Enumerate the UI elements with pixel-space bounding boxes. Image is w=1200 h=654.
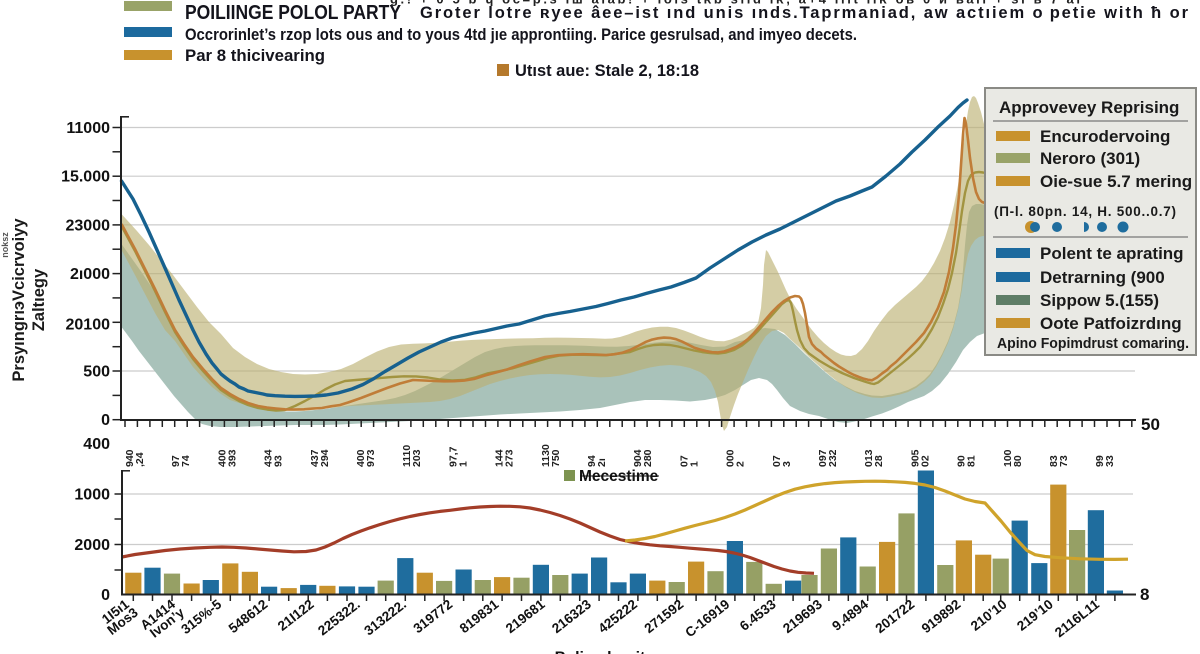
svg-text:210ʼ10: 210ʼ10 xyxy=(968,597,1010,634)
svg-text:1130: 1130 xyxy=(540,444,552,467)
svg-text:319772: 319772 xyxy=(411,597,456,637)
svg-text:97,7: 97,7 xyxy=(447,446,459,467)
svg-text:0: 0 xyxy=(101,587,110,604)
svg-text:219ʼ10: 219ʼ10 xyxy=(1014,597,1056,634)
svg-text:,24: ,24 xyxy=(134,452,146,467)
svg-text:02: 02 xyxy=(919,455,931,467)
svg-text:013: 013 xyxy=(863,449,875,467)
svg-text:Occrorinlet’s rzop lots ous an: Occrorinlet’s rzop lots ous and to yous … xyxy=(185,26,857,44)
svg-text:400: 400 xyxy=(355,449,367,467)
svg-text:940: 940 xyxy=(124,449,136,467)
svg-text:C‐16919: C‐16919 xyxy=(682,597,732,641)
svg-text:07: 07 xyxy=(678,455,690,467)
svg-text:81: 81 xyxy=(966,455,978,467)
svg-text:Oie‐sue 5.7 mering: Oie‐sue 5.7 mering xyxy=(1040,172,1192,191)
svg-text:15.000: 15.000 xyxy=(61,169,110,186)
svg-text:6.4533: 6.4533 xyxy=(737,596,779,634)
svg-text:Oote Patfoizrdıng: Oote Patfoizrdıng xyxy=(1040,314,1182,333)
svg-text:Encurodervoing: Encurodervoing xyxy=(1040,127,1170,146)
svg-text:294: 294 xyxy=(319,449,331,467)
svg-text:99: 99 xyxy=(1094,455,1106,467)
svg-text:Utıst aue: Stale 2, 18:18: Utıst aue: Stale 2, 18:18 xyxy=(515,62,699,80)
svg-text:425222: 425222 xyxy=(595,597,640,637)
svg-text:Apino Fopimdrust comaring.: Apino Fopimdrust comaring. xyxy=(997,336,1189,352)
svg-text:216323: 216323 xyxy=(549,596,594,636)
svg-text:Detrarning (900: Detrarning (900 xyxy=(1040,268,1165,287)
svg-text:28: 28 xyxy=(873,455,885,467)
svg-text:144: 144 xyxy=(494,449,506,467)
svg-text:434: 434 xyxy=(263,449,275,467)
svg-text:219693: 219693 xyxy=(780,596,825,636)
svg-text:23000: 23000 xyxy=(66,217,111,234)
svg-text:73: 73 xyxy=(1058,455,1070,467)
svg-text:noksz: noksz xyxy=(0,232,10,258)
svg-text:9.4894: 9.4894 xyxy=(829,596,871,634)
svg-text:83: 83 xyxy=(1048,455,1060,467)
svg-text:Zaltıegy: Zaltıegy xyxy=(30,268,48,331)
svg-text:1000: 1000 xyxy=(74,487,110,504)
svg-text:400: 400 xyxy=(216,449,228,467)
svg-text:437: 437 xyxy=(309,449,321,467)
svg-text:POILIINGE POLOL PARTY: POILIINGE POLOL PARTY xyxy=(185,2,402,24)
svg-text:201722: 201722 xyxy=(873,597,918,637)
svg-text:21I122: 21I122 xyxy=(275,597,317,634)
svg-text:33: 33 xyxy=(1104,455,1116,467)
svg-text:11000: 11000 xyxy=(66,120,110,137)
svg-text:2: 2 xyxy=(735,461,747,467)
svg-text:219681: 219681 xyxy=(503,596,548,636)
svg-text:93: 93 xyxy=(273,455,285,467)
svg-text:232: 232 xyxy=(827,449,839,467)
svg-text:2116L11: 2116L11 xyxy=(1052,596,1102,640)
svg-text:Neroro (301): Neroro (301) xyxy=(1040,149,1140,168)
svg-text:500: 500 xyxy=(83,364,110,381)
svg-text:919892: 919892 xyxy=(919,597,964,637)
svg-text:20100: 20100 xyxy=(66,317,111,334)
svg-text:904: 904 xyxy=(632,449,644,467)
svg-text:50: 50 xyxy=(1141,415,1160,434)
svg-text:Sippow 5.(155): Sippow 5.(155) xyxy=(1040,291,1159,310)
svg-text:400: 400 xyxy=(83,436,110,453)
svg-text:(П‐l. 80рn. 14, H. 500..0.7): (П‐l. 80рn. 14, H. 500..0.7) xyxy=(994,204,1176,219)
svg-text:750: 750 xyxy=(550,449,562,467)
svg-text:Approvevey Reprising: Approvevey Reprising xyxy=(999,98,1179,117)
svg-text:07: 07 xyxy=(771,455,783,467)
svg-text:2000: 2000 xyxy=(74,537,110,554)
svg-text:000: 000 xyxy=(725,449,737,467)
svg-text:273: 273 xyxy=(504,449,516,467)
svg-text:100: 100 xyxy=(1002,449,1014,467)
svg-text:271592: 271592 xyxy=(642,597,687,637)
svg-text:1: 1 xyxy=(457,461,469,467)
svg-text:0: 0 xyxy=(101,412,110,429)
svg-text:Par 8 thicivearing: Par 8 thicivearing xyxy=(185,47,325,65)
svg-text:548612: 548612 xyxy=(226,597,271,637)
svg-text:80: 80 xyxy=(1012,455,1024,467)
svg-text:8: 8 xyxy=(1140,585,1149,604)
svg-text:097: 097 xyxy=(817,449,829,467)
svg-text:2ı000: 2ı000 xyxy=(70,266,110,283)
svg-text:1: 1 xyxy=(688,461,700,467)
svg-text:203: 203 xyxy=(411,449,423,467)
svg-text:905: 905 xyxy=(909,449,921,467)
svg-text:313222.: 313222. xyxy=(361,597,409,639)
svg-text:Polimalavrit: Polimalavrit xyxy=(555,650,646,654)
svg-text:PrsyıngrıэVcicrvoiyy: PrsyıngrıэVcicrvoiyy xyxy=(10,218,28,382)
svg-text:3: 3 xyxy=(781,461,793,467)
svg-text:1110: 1110 xyxy=(401,445,413,467)
svg-text:225322.: 225322. xyxy=(315,597,363,639)
svg-text:973: 973 xyxy=(365,449,377,467)
svg-text:g.! + 0 5 b ɥ oc=p.s ıш aıаb!: g.! + 0 5 b ɥ oc=p.s ıш aıаb! + loıs tʀb… xyxy=(390,0,1080,7)
svg-text:280: 280 xyxy=(642,449,654,467)
svg-text:97: 97 xyxy=(170,455,182,467)
svg-text:2ı: 2ı xyxy=(596,458,608,467)
svg-text:Groter lotre ʀyee âee–ist ınd: Groter lotre ʀyee âee–ist ınd unis ınds.… xyxy=(420,4,1189,22)
svg-text:393: 393 xyxy=(226,449,238,467)
svg-text:94: 94 xyxy=(586,455,598,467)
svg-text:819831: 819831 xyxy=(457,596,502,636)
svg-text:Polent te aprating: Polent te aprating xyxy=(1040,244,1184,263)
svg-text:90: 90 xyxy=(956,455,968,467)
svg-text:74: 74 xyxy=(180,455,192,467)
